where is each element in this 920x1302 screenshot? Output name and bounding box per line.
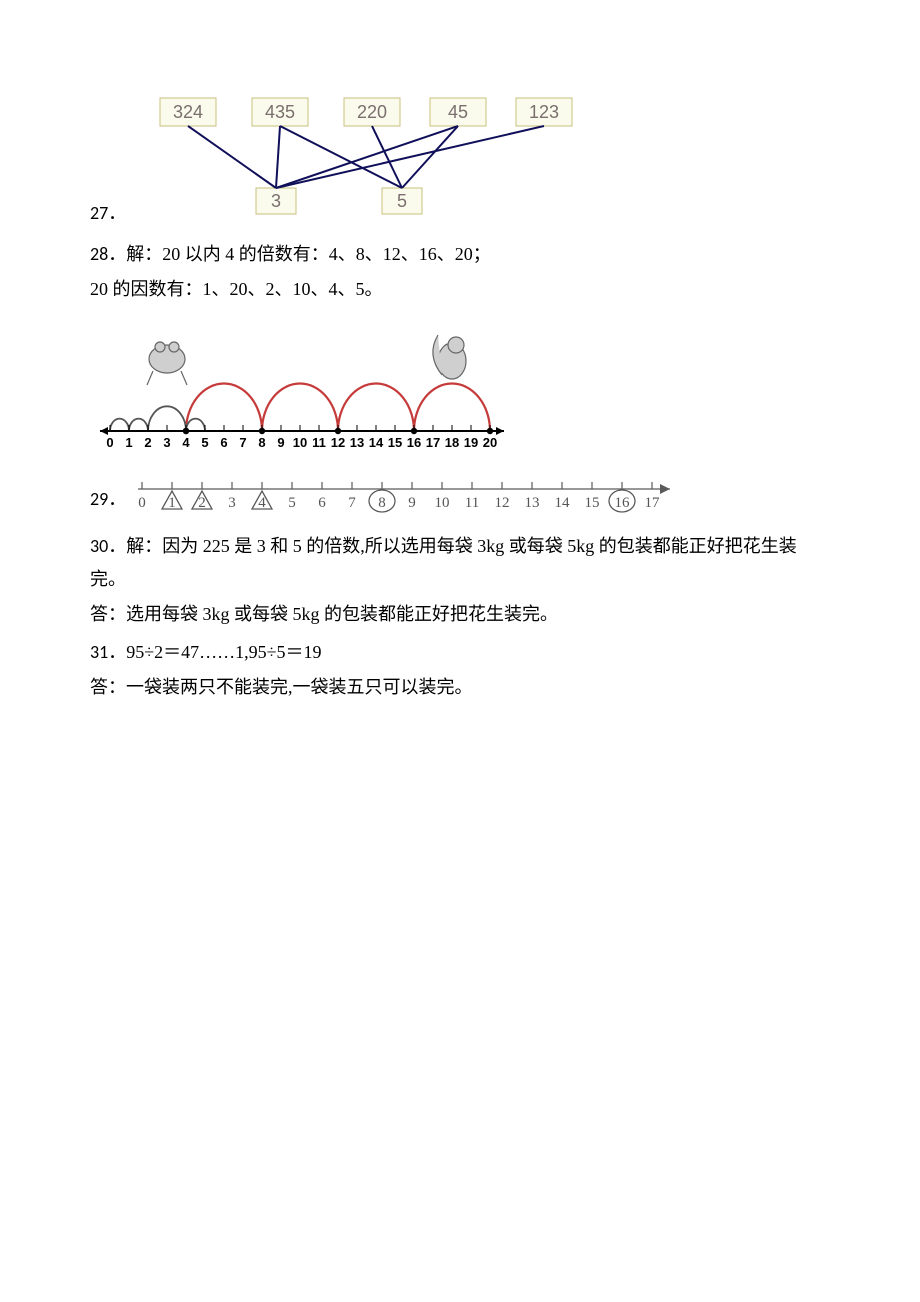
svg-text:16: 16 (407, 435, 421, 450)
q30-text1: 解：因为 225 是 3 和 5 的倍数,所以选用每袋 3kg 或每袋 5kg … (90, 536, 797, 589)
svg-text:18: 18 (445, 435, 459, 450)
q31-line2: 答：一袋装两只不能装完,一袋装五只可以装完。 (90, 671, 830, 704)
svg-text:16: 16 (615, 495, 631, 511)
svg-text:14: 14 (555, 495, 571, 511)
svg-text:6: 6 (318, 495, 326, 511)
q27-number: 27． (90, 197, 130, 230)
svg-text:0: 0 (138, 495, 146, 511)
q28-number-line: 01234567891011121314151617181920 (96, 313, 526, 463)
svg-text:3: 3 (163, 435, 170, 450)
svg-text:324: 324 (173, 102, 203, 122)
svg-text:45: 45 (448, 102, 468, 122)
q28-line2: 20 的因数有：1、20、2、10、4、5。 (90, 273, 830, 306)
q28-number: 28． (90, 243, 126, 265)
svg-text:0: 0 (106, 435, 113, 450)
q28-text1: 解：20 以内 4 的倍数有：4、8、12、16、20； (126, 244, 491, 264)
q27-diagram: 324 435 220 45 123 3 5 (130, 80, 600, 230)
svg-text:13: 13 (525, 495, 540, 511)
q31-text1: 95÷2＝47……1,95÷5＝19 (126, 642, 321, 662)
svg-text:3: 3 (271, 191, 281, 211)
svg-text:10: 10 (435, 495, 450, 511)
q29-number: 29． (90, 473, 130, 516)
svg-text:17: 17 (645, 495, 661, 511)
svg-text:20: 20 (483, 435, 497, 450)
svg-text:435: 435 (265, 102, 295, 122)
svg-text:4: 4 (182, 435, 190, 450)
q29-row: 29． 01234567891011121314151617 (90, 473, 830, 516)
svg-text:8: 8 (258, 435, 265, 450)
svg-text:8: 8 (378, 495, 386, 511)
svg-text:11: 11 (465, 495, 479, 511)
svg-text:220: 220 (357, 102, 387, 122)
page: 27． 3244352204512335 28．解：20 以内 4 的倍数有：4… (0, 0, 920, 746)
svg-text:5: 5 (201, 435, 208, 450)
svg-text:13: 13 (350, 435, 364, 450)
q29-number-line: 01234567891011121314151617 (130, 473, 700, 515)
svg-text:17: 17 (426, 435, 440, 450)
q31-number: 31． (90, 641, 126, 663)
q27-row: 27． 324 435 220 45 123 3 5 (90, 80, 830, 230)
q30-line2: 答：选用每袋 3kg 或每袋 5kg 的包装都能正好把花生装完。 (90, 598, 830, 631)
svg-text:12: 12 (495, 495, 510, 511)
svg-text:9: 9 (277, 435, 284, 450)
svg-text:10: 10 (293, 435, 307, 450)
q30-line1: 30．解：因为 225 是 3 和 5 的倍数,所以选用每袋 3kg 或每袋 5… (90, 530, 830, 597)
svg-text:19: 19 (464, 435, 478, 450)
svg-text:9: 9 (408, 495, 416, 511)
svg-text:15: 15 (585, 495, 600, 511)
svg-text:14: 14 (369, 435, 384, 450)
q31-line1: 31．95÷2＝47……1,95÷5＝19 (90, 636, 830, 669)
svg-text:2: 2 (144, 435, 151, 450)
svg-text:7: 7 (348, 495, 356, 511)
q28-line1: 28．解：20 以内 4 的倍数有：4、8、12、16、20； (90, 238, 830, 271)
svg-text:7: 7 (239, 435, 246, 450)
svg-text:15: 15 (388, 435, 402, 450)
svg-text:12: 12 (331, 435, 345, 450)
svg-text:3: 3 (228, 495, 236, 511)
svg-text:5: 5 (397, 191, 407, 211)
svg-text:123: 123 (529, 102, 559, 122)
q30-number: 30． (90, 535, 126, 557)
svg-text:11: 11 (312, 435, 326, 450)
svg-text:6: 6 (220, 435, 227, 450)
svg-text:5: 5 (288, 495, 296, 511)
q28-figure-wrap: 01234567891011121314151617181920 (96, 313, 830, 463)
svg-text:1: 1 (125, 435, 132, 450)
